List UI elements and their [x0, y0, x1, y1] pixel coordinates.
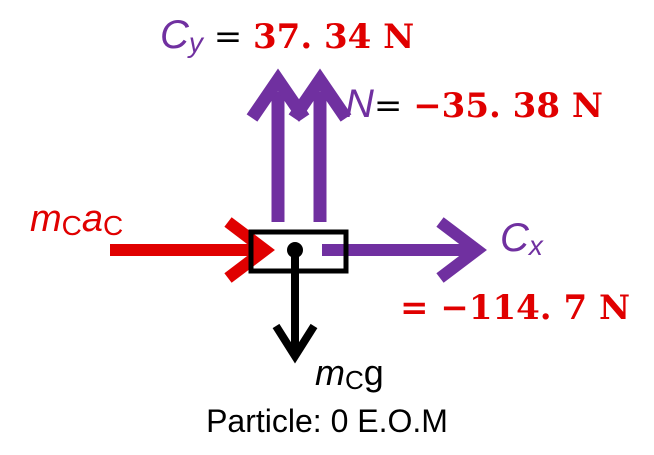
mcg-c: C [345, 365, 364, 396]
n-label: N= −35. 38 N [345, 84, 603, 124]
cx-symbol: C [500, 216, 529, 260]
n-value: −35. 38 N [413, 86, 603, 126]
n-arrow [288, 68, 352, 222]
cx-subscript: x [528, 230, 543, 262]
cx-label: Cx [500, 216, 543, 262]
caption: Particle: 0 E.O.M [206, 403, 448, 439]
mcac-label: mCaC [30, 198, 124, 242]
cy-arrow [246, 68, 310, 222]
n-equals: = [373, 86, 414, 126]
mcac-a: a [81, 198, 104, 240]
cy-label: Cy = 37. 34 N [160, 13, 415, 59]
cy-equals: = [202, 17, 253, 57]
cx-value: = −114. 7 N [400, 291, 631, 325]
mcac-c: C [61, 210, 82, 242]
particle-dot [287, 242, 303, 258]
cx-value-label: = −114. 7 N [400, 291, 654, 325]
cy-symbol: C [160, 13, 189, 57]
mcac-c2: C [103, 210, 124, 242]
mcac-m: m [30, 198, 62, 240]
mcg-label: mCg [315, 352, 384, 394]
weight-arrow [272, 255, 318, 364]
n-symbol: N [345, 82, 374, 126]
cy-value: 37. 34 N [253, 17, 415, 57]
mcg-g: g [363, 352, 384, 393]
mcg-m: m [315, 352, 345, 393]
mcac-arrow [110, 217, 275, 283]
cy-subscript: y [188, 27, 203, 59]
